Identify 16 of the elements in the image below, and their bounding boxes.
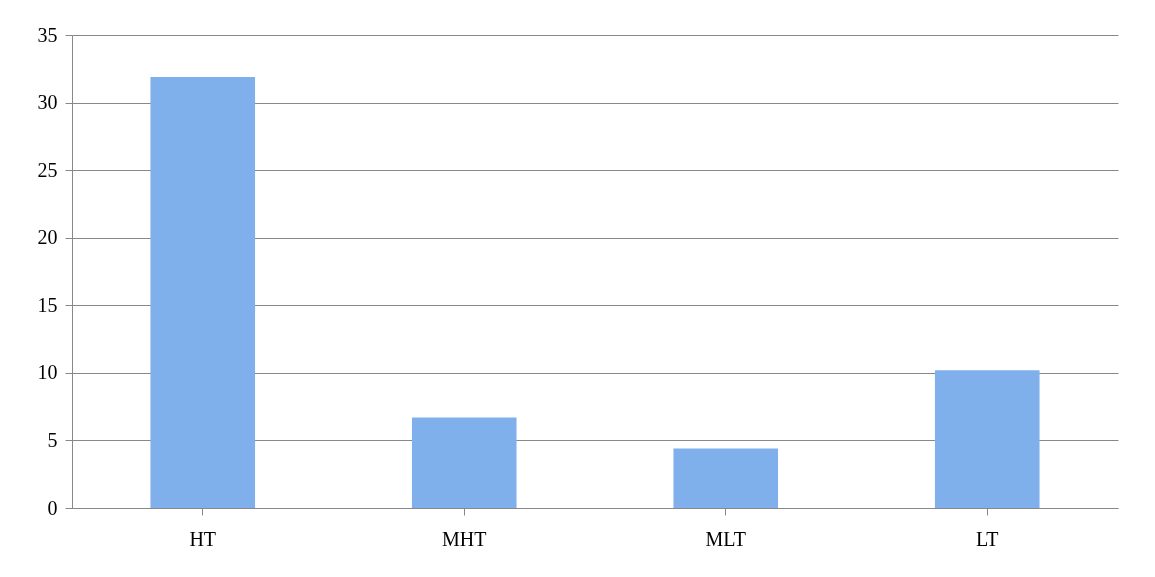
bar [150, 76, 256, 508]
y-tick-label: 5 [47, 428, 58, 451]
y-tick-label: 25 [37, 158, 58, 181]
y-tick-label: 15 [37, 293, 58, 316]
x-tick-label: MLT [705, 527, 746, 550]
x-tick-label: LT [975, 527, 999, 550]
bar [934, 370, 1040, 508]
x-tick-label: MHT [442, 527, 487, 550]
y-tick-label: 0 [47, 496, 58, 519]
bar [411, 417, 517, 508]
y-tick-label: 30 [37, 91, 58, 114]
bar [673, 448, 779, 508]
x-tick-label: HT [189, 527, 217, 550]
y-tick-label: 20 [37, 226, 58, 249]
y-tick-label: 35 [37, 23, 58, 46]
y-tick-label: 10 [37, 361, 58, 384]
